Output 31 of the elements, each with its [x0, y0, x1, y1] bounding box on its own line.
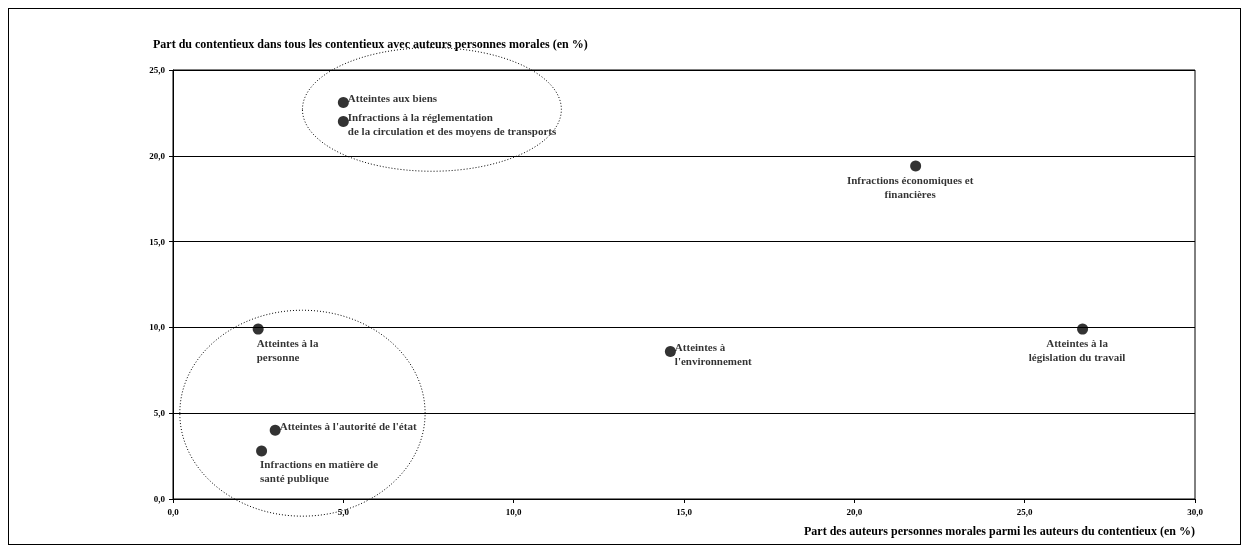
x-tick-label: 10,0 — [505, 506, 523, 517]
annotation: Infractions économiques et financières — [846, 173, 974, 200]
x-tick-label: 20,0 — [846, 506, 863, 517]
point — [252, 323, 264, 335]
annotation: Atteintes à l'environnement — [674, 340, 753, 367]
point — [269, 424, 281, 436]
annotation: Atteintes à la législation du travail — [1028, 336, 1126, 363]
y-axis-title: Part du contentieux dans tous les contentieux avec auteurs personnes morales (en %) — [153, 37, 588, 51]
point — [256, 445, 268, 457]
point — [337, 97, 349, 109]
y-tick-label: 20,0 — [149, 150, 166, 161]
x-tick-label: 15,0 — [676, 506, 693, 517]
x-tick-label: 5,0 — [337, 506, 350, 517]
point — [664, 345, 676, 357]
point — [910, 160, 922, 172]
annotation: Atteintes à la personne — [256, 336, 319, 363]
point — [337, 115, 349, 127]
annotation: Atteintes aux biens — [347, 92, 438, 105]
annotation: Infractions en matière de santé publique — [260, 458, 379, 485]
y-tick-label: 25,0 — [149, 65, 166, 75]
y-tick-label: 0,0 — [153, 494, 166, 504]
y-tick-label: 10,0 — [149, 322, 166, 333]
x-tick-label: 0,0 — [167, 506, 180, 517]
y-tick-label: 5,0 — [153, 408, 166, 419]
annotation: Infractions à la réglementation de la circulation et des moyens de transports — [347, 110, 558, 137]
x-tick-label: 30,0 — [1187, 506, 1204, 517]
x-axis-title: Part des auteurs personnes morales parmi les auteurs du contentieux (en %) — [804, 524, 1195, 538]
point — [1077, 323, 1089, 335]
x-tick-label: 25,0 — [1016, 506, 1034, 517]
annotation: Atteintes à l'autorité de l'état — [279, 419, 417, 432]
y-tick-label: 15,0 — [149, 236, 166, 247]
